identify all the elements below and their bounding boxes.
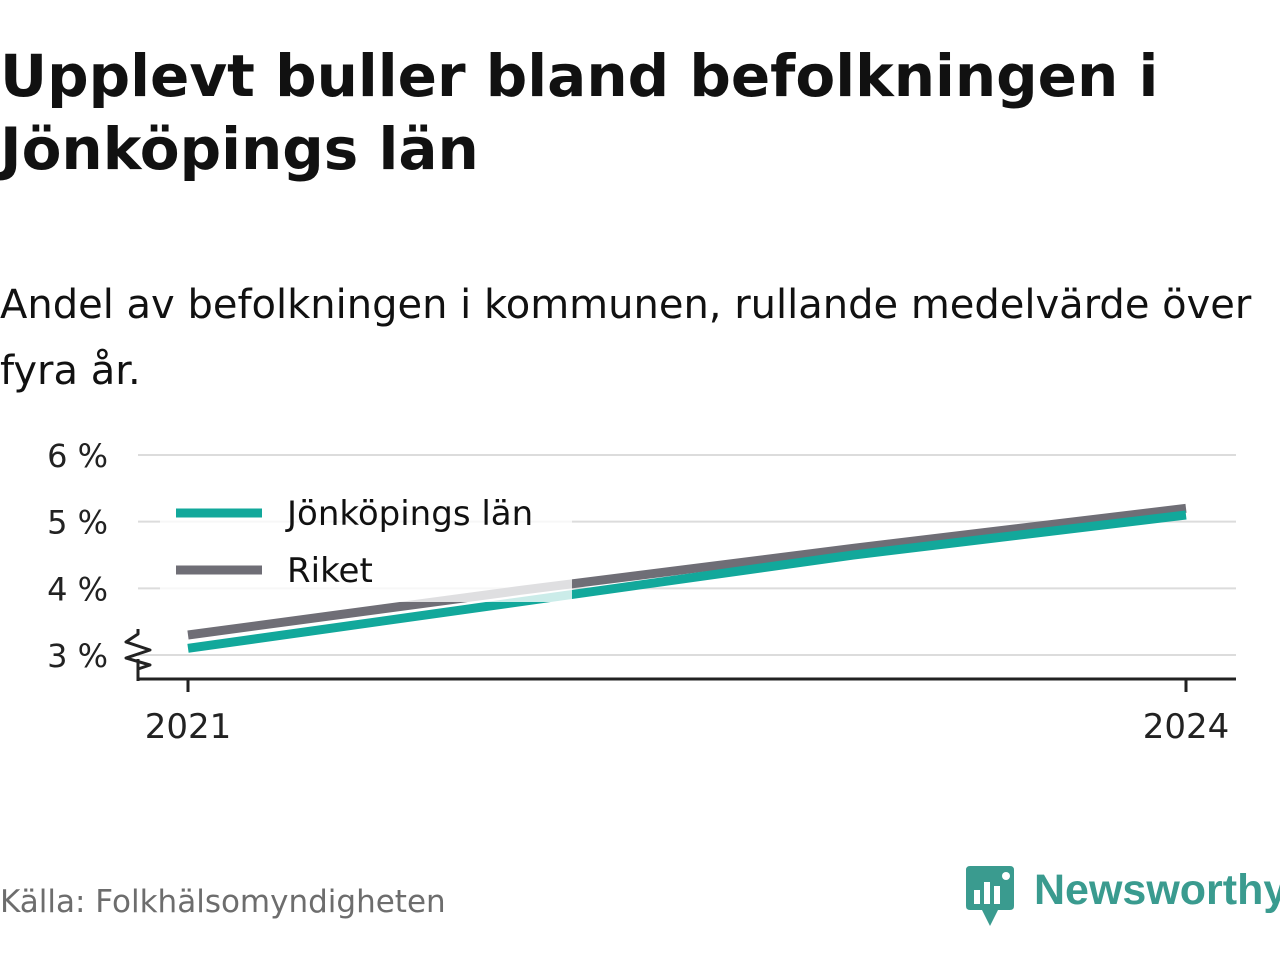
brand-name: Newsworthy bbox=[1034, 866, 1280, 914]
y-tick-label: 6 % bbox=[47, 437, 108, 475]
axes bbox=[124, 629, 1236, 692]
newsworthy-logo-icon bbox=[966, 866, 1014, 926]
legend-label: Jönköpings län bbox=[285, 494, 533, 534]
chart-subtitle: Andel av befolkningen i kommunen, rullan… bbox=[0, 282, 1252, 394]
legend: Jönköpings län Riket bbox=[160, 490, 572, 602]
source-note: Källa: Folkhälsomyndigheten bbox=[0, 884, 446, 920]
x-tick-labels: 2021 2024 bbox=[145, 707, 1230, 747]
y-axis-break bbox=[124, 629, 152, 673]
chart-title: Upplevt buller bland befolkningen i Jönk… bbox=[0, 42, 1159, 183]
y-tick-label: 4 % bbox=[47, 570, 108, 608]
x-tick-label: 2024 bbox=[1143, 707, 1230, 747]
legend-label: Riket bbox=[287, 551, 373, 591]
x-tick-label: 2021 bbox=[145, 707, 232, 747]
y-tick-label: 3 % bbox=[47, 637, 108, 675]
series-lines bbox=[187, 503, 1187, 653]
series-line bbox=[187, 510, 1187, 653]
y-tick-labels: 3 % 4 % 5 % 6 % bbox=[47, 437, 108, 675]
y-tick-label: 5 % bbox=[47, 504, 108, 542]
series-line bbox=[187, 503, 1187, 640]
